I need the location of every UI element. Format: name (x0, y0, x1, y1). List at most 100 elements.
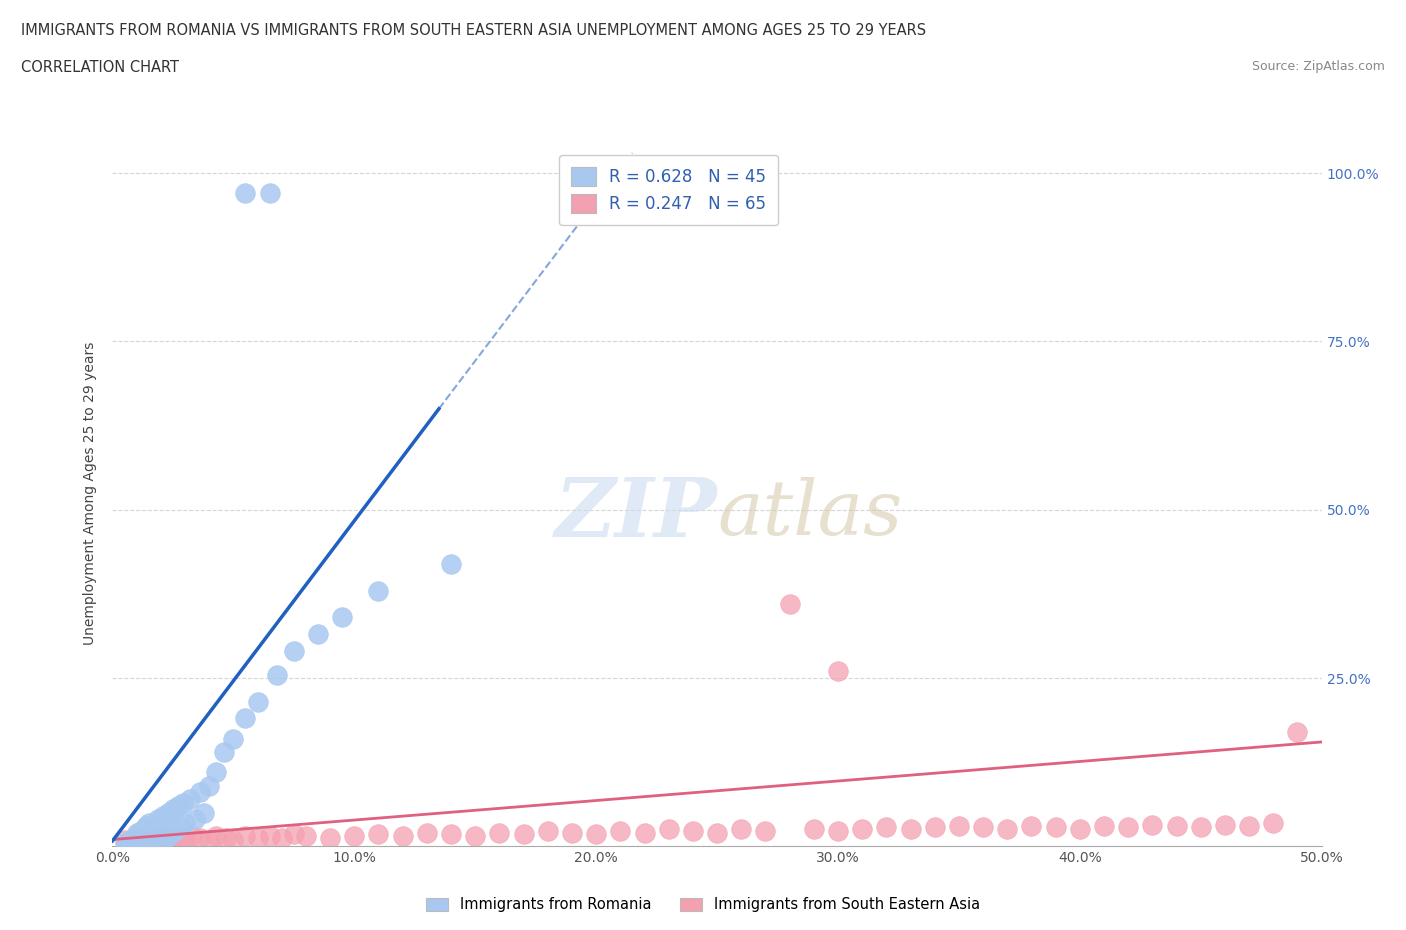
Point (131, 824, 153, 839)
Point (1213, 817, 1236, 832)
Point (779, 596, 801, 611)
Legend: Immigrants from Romania, Immigrants from South Eastern Asia: Immigrants from Romania, Immigrants from… (420, 891, 986, 918)
Point (149, 832, 172, 847)
Point (138, 833, 160, 848)
Point (169, 830, 191, 845)
Point (440, 827, 463, 842)
Point (1045, 820, 1067, 835)
Point (222, 731, 245, 746)
Point (114, 832, 136, 847)
Point (1142, 817, 1164, 832)
Point (138, 816, 160, 830)
Point (1069, 822, 1091, 837)
Point (159, 827, 181, 842)
Point (924, 820, 946, 835)
Point (995, 822, 1018, 837)
Point (246, 694, 269, 709)
Point (125, 830, 148, 845)
Point (464, 829, 486, 844)
Point (141, 833, 163, 848)
Point (235, 186, 257, 201)
Point (166, 799, 188, 814)
Point (259, 186, 281, 201)
Point (179, 791, 201, 806)
Point (633, 826, 655, 841)
Point (138, 832, 160, 847)
Point (212, 745, 235, 760)
Point (222, 832, 245, 847)
Point (875, 820, 897, 835)
Point (152, 808, 174, 823)
Point (174, 816, 197, 830)
Point (307, 627, 329, 642)
Point (169, 818, 191, 833)
Point (827, 664, 849, 679)
Point (145, 830, 167, 845)
Point (1189, 820, 1212, 835)
Point (246, 830, 269, 845)
Point (319, 830, 342, 845)
Point (972, 820, 994, 835)
Point (145, 829, 167, 844)
Point (948, 818, 970, 833)
Point (512, 827, 534, 842)
Point (172, 795, 194, 810)
Point (391, 829, 413, 844)
Point (330, 610, 353, 625)
Point (266, 667, 288, 682)
Point (148, 812, 170, 827)
Point (142, 820, 165, 835)
Point (416, 826, 439, 841)
Point (149, 826, 172, 841)
Point (188, 785, 211, 800)
Point (181, 829, 204, 844)
Text: ZIP: ZIP (554, 474, 717, 554)
Point (125, 826, 148, 841)
Point (183, 812, 205, 827)
Point (440, 556, 463, 571)
Point (1286, 724, 1309, 739)
Point (174, 832, 197, 847)
Point (1092, 818, 1115, 833)
Point (609, 824, 631, 839)
Point (259, 829, 281, 844)
Point (188, 830, 211, 845)
Point (283, 827, 305, 842)
Point (1166, 818, 1188, 833)
Point (193, 805, 215, 820)
Text: IMMIGRANTS FROM ROMANIA VS IMMIGRANTS FROM SOUTH EASTERN ASIA UNEMPLOYMENT AMONG: IMMIGRANTS FROM ROMANIA VS IMMIGRANTS FR… (21, 23, 927, 38)
Point (135, 818, 157, 833)
Point (803, 822, 825, 837)
Point (205, 764, 228, 779)
Point (162, 833, 184, 848)
Point (270, 830, 292, 845)
Point (131, 832, 153, 847)
Point (682, 824, 704, 839)
Point (900, 822, 922, 837)
Point (128, 827, 150, 842)
Point (561, 826, 583, 841)
Point (198, 778, 221, 793)
Point (121, 833, 143, 848)
Point (827, 824, 849, 839)
Point (367, 827, 389, 842)
Point (118, 833, 141, 848)
Point (585, 827, 607, 842)
Point (1021, 818, 1043, 833)
Point (367, 583, 389, 598)
Point (1116, 820, 1139, 835)
Point (122, 830, 145, 845)
Point (1237, 818, 1260, 833)
Point (235, 711, 257, 725)
Point (165, 824, 187, 839)
Point (537, 824, 560, 839)
Point (283, 644, 305, 658)
Point (235, 829, 257, 844)
Point (125, 829, 148, 844)
Point (121, 832, 143, 847)
Point (157, 805, 180, 820)
Point (162, 802, 184, 817)
Point (155, 829, 177, 844)
Point (132, 822, 155, 837)
Point (851, 822, 873, 837)
